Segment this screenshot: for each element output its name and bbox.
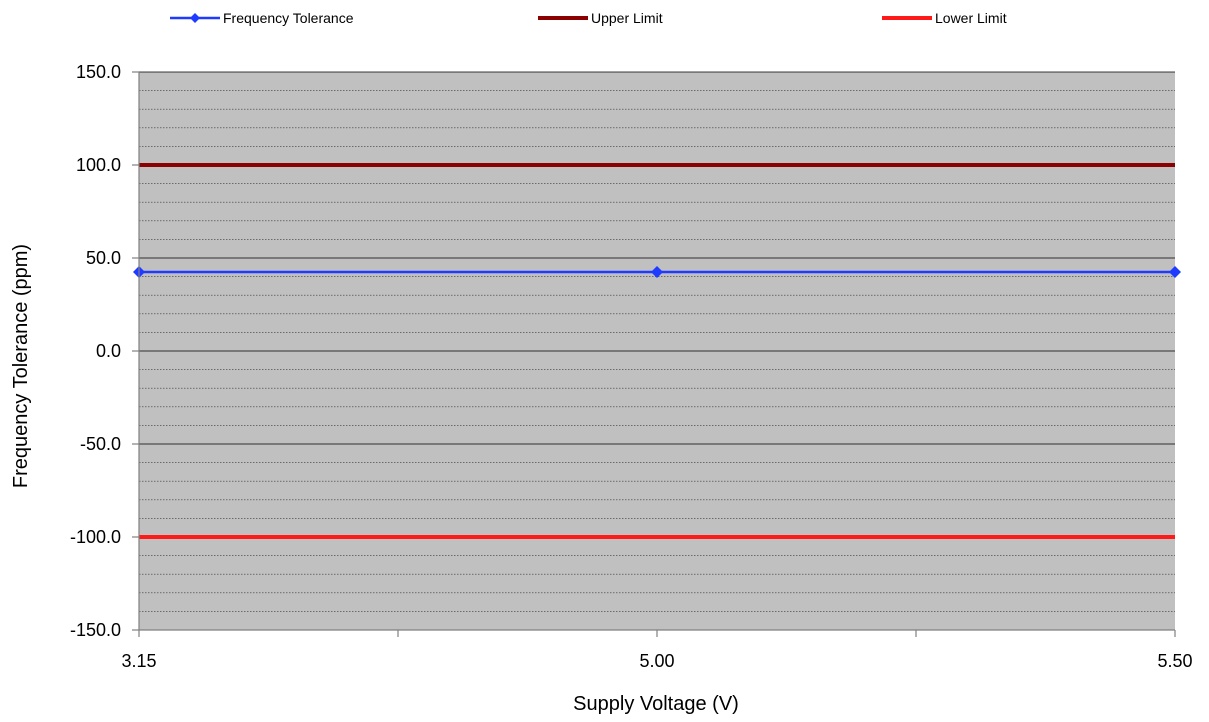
legend-label: Frequency Tolerance [223,10,354,26]
y-tick-label: -100.0 [70,527,121,547]
legend-label: Lower Limit [935,10,1007,26]
legend-marker [190,13,200,23]
x-tick-label: 3.15 [121,651,156,671]
y-axis-title: Frequency Tolerance (ppm) [10,244,32,488]
x-tick-label: 5.50 [1157,651,1192,671]
legend: Frequency Tolerance Upper Limit Lower Limi… [170,10,1007,26]
legend-label: Upper Limit [591,10,663,26]
y-tick-label: -150.0 [70,620,121,640]
y-tick-label: 150.0 [76,62,121,82]
x-axis-title: Supply Voltage (V) [573,693,739,715]
plot-area [133,71,1181,630]
axes: 150.0 100.0 50.0 0.0 -50.0 -100.0 -150.03.15 5.… [70,62,1193,671]
data-point-marker [651,265,663,278]
y-tick-label: 0.0 [96,341,121,361]
y-tick-label: 50.0 [86,248,121,268]
y-tick-label: -50.0 [80,434,121,454]
y-tick-label: 100.0 [76,155,121,175]
data-point-marker [1169,265,1181,278]
x-tick-label: 5.00 [639,651,674,671]
